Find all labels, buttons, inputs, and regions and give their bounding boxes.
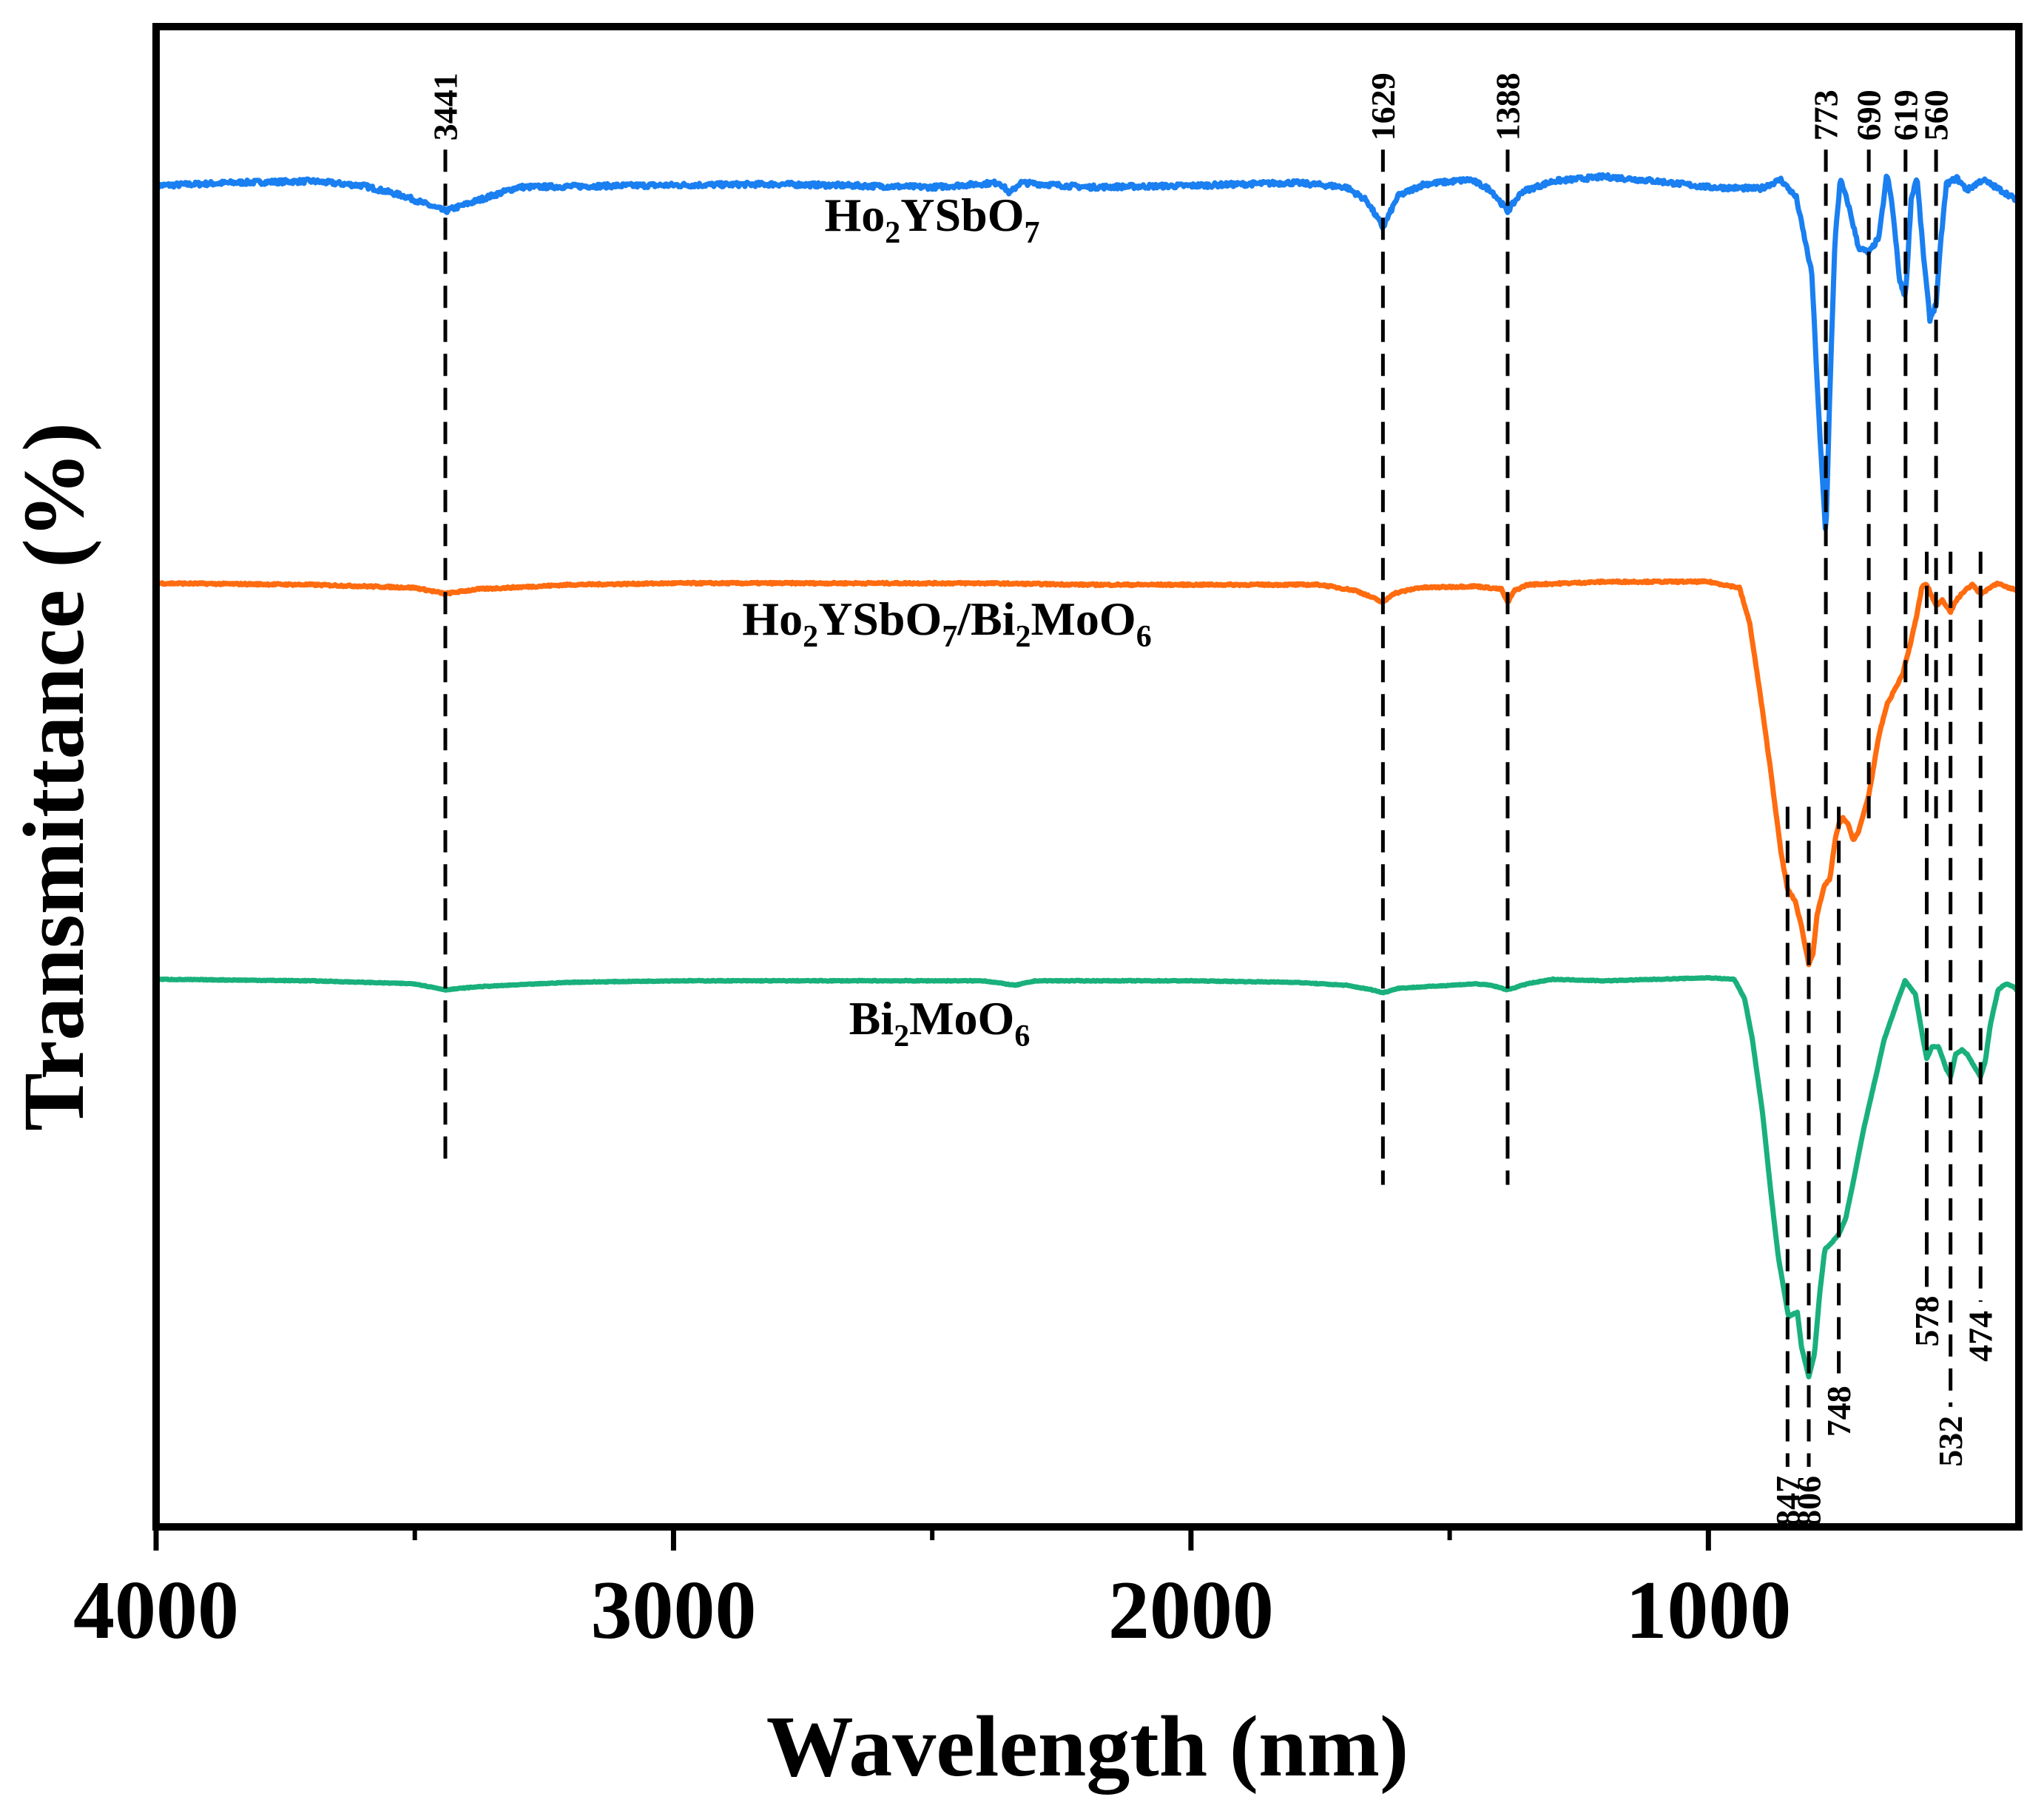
y-axis-title: Transmittance (%) bbox=[5, 422, 102, 1131]
peak-label-773: 773 bbox=[1807, 90, 1845, 141]
peak-label-748: 748 bbox=[1820, 1386, 1858, 1437]
chart-background bbox=[0, 0, 2044, 1808]
peak-label-578: 578 bbox=[1908, 1296, 1946, 1347]
x-tick-label-3000: 3000 bbox=[590, 1565, 756, 1656]
x-tick-label-4000: 4000 bbox=[73, 1565, 239, 1656]
peak-label-560: 560 bbox=[1917, 90, 1955, 141]
x-tick-label-2000: 2000 bbox=[1108, 1565, 1274, 1656]
peak-label-690: 690 bbox=[1850, 90, 1888, 141]
peak-label-532: 532 bbox=[1932, 1416, 1969, 1467]
peak-label-474: 474 bbox=[1962, 1311, 2000, 1362]
peak-label-806: 806 bbox=[1790, 1476, 1828, 1527]
series-label-1: Ho2YSbO7 bbox=[825, 189, 1040, 250]
x-tick-label-1000: 1000 bbox=[1625, 1565, 1791, 1656]
peak-label-1388: 1388 bbox=[1488, 72, 1526, 141]
series-label-3: Bi2MoO6 bbox=[849, 992, 1031, 1053]
x-axis-title: Wavelength (nm) bbox=[766, 1698, 1409, 1795]
peak-label-1629: 1629 bbox=[1364, 72, 1402, 141]
ftir-chart: 3441 1629 1388 773 6906195608478067485785324… bbox=[0, 0, 2044, 1808]
peak-label-3441: 3441 bbox=[426, 72, 464, 141]
